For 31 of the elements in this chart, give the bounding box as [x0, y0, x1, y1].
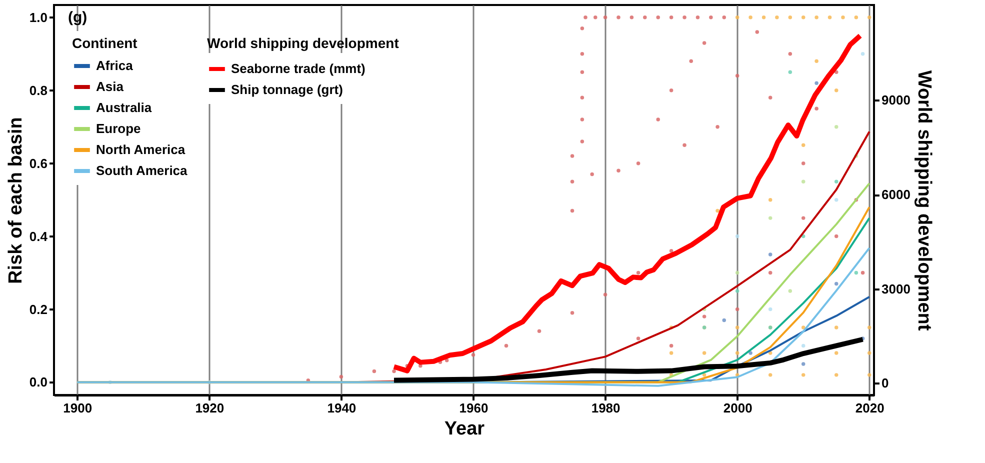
legend-label: Europe [96, 121, 141, 136]
x-tick-label: 2020 [855, 400, 884, 416]
legend-label: Seaborne trade (mmt) [231, 61, 366, 76]
x-tick-label: 1980 [591, 400, 620, 416]
x-tick-label: 2000 [723, 400, 752, 416]
y-tick-label: 0.2 [29, 302, 48, 317]
y2-tick-label: 0 [882, 376, 889, 391]
legend-label: Africa [96, 58, 134, 73]
y2-axis-title: World shipping development [913, 70, 934, 332]
legend-title: Continent [72, 35, 138, 51]
x-tick-label: 1960 [459, 400, 488, 416]
legend-label: Australia [96, 100, 152, 115]
y-axis-title: Risk of each basin [5, 117, 26, 284]
legend-label: Asia [96, 79, 124, 94]
y2-tick-label: 6000 [882, 187, 910, 202]
legend-label: North America [96, 142, 186, 157]
y-tick-label: 0.4 [29, 228, 48, 244]
y2-tick-label: 3000 [882, 281, 910, 296]
legend-label: South America [96, 163, 188, 178]
annotation: (g) [68, 9, 88, 26]
x-axis-title: Year [444, 418, 486, 440]
x-tick-label: 1940 [327, 400, 356, 416]
y2-tick-label: 9000 [882, 92, 910, 108]
legend-label: Ship tonnage (grt) [231, 82, 343, 97]
x-tick-label: 1900 [63, 400, 92, 416]
x-tick-label: 1920 [195, 400, 224, 416]
y-tick-label: 1.0 [29, 10, 48, 25]
annotation: World shipping development [207, 35, 400, 51]
y-tick-label: 0.0 [29, 374, 48, 390]
y-tick-label: 0.8 [29, 82, 48, 98]
y-tick-label: 0.6 [29, 156, 48, 171]
